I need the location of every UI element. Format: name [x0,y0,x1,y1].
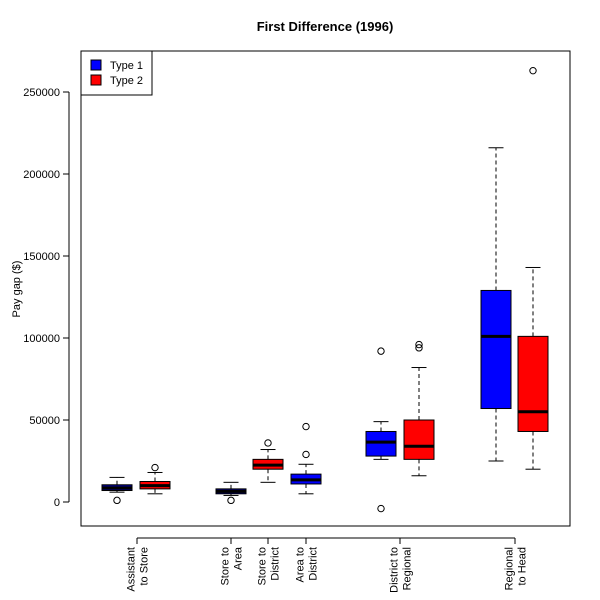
box-type-1 [365,347,397,513]
box-iqr [403,419,435,460]
y-axis-label: Pay gap ($) [11,261,23,318]
x-tick-label: District [308,547,320,581]
legend: Type 1 Type 2 [80,50,153,96]
x-tick-label: Regional [504,547,516,590]
legend-box [80,50,153,96]
outlier-point [377,347,385,355]
y-tick-label: 150000 [23,251,60,263]
box-type-2 [139,463,171,495]
box-type-1 [480,147,512,462]
outlier-point [227,496,235,505]
x-axis: Assistant to Store Store to Area Store to Dis… [126,537,529,593]
box-type-2 [252,439,284,483]
x-tick-label: District to [389,547,401,593]
outlier-point [302,422,310,431]
x-tick-label: to Store [139,547,151,586]
x-tick-label: Area [233,546,245,570]
x-tick-label: Regional [402,547,414,590]
y-tick-label: 200000 [23,169,60,181]
outlier-point [377,504,385,513]
outlier-point [113,496,121,505]
y-tick-label: 100000 [23,333,60,345]
outlier-point [151,463,159,472]
box-type-1 [215,481,247,505]
chart-title: First Difference (1996) [257,19,394,34]
outlier-point [302,450,310,459]
y-axis: 0 50000 100000 150000 200000 250000 [23,87,70,509]
x-tick-label: Assistant [126,547,138,592]
outlier-point [264,439,272,447]
box-iqr [480,289,512,410]
box-type-2 [517,66,549,470]
plot-frame [80,50,571,527]
legend-swatch [90,74,102,86]
box-iqr [365,430,397,457]
y-tick-label: 50000 [29,415,60,427]
x-tick-label: to Head [517,547,529,586]
outlier-point [415,340,423,349]
legend-swatch [90,59,102,71]
outlier-point [415,344,423,352]
box-iqr [517,335,549,432]
box-type-2 [403,340,435,477]
legend-label: Type 2 [110,75,143,87]
x-tick-label: Store to [220,547,232,586]
box-type-1 [290,422,322,495]
boxes-layer [101,66,549,513]
x-tick-label: Store to [257,547,269,586]
x-tick-label: Area to [295,547,307,582]
box-type-1 [101,476,133,505]
outlier-point [529,66,537,75]
y-tick-label: 250000 [23,87,60,99]
y-tick-label: 0 [54,497,60,509]
legend-label: Type 1 [110,60,143,72]
x-tick-label: District [270,547,282,581]
